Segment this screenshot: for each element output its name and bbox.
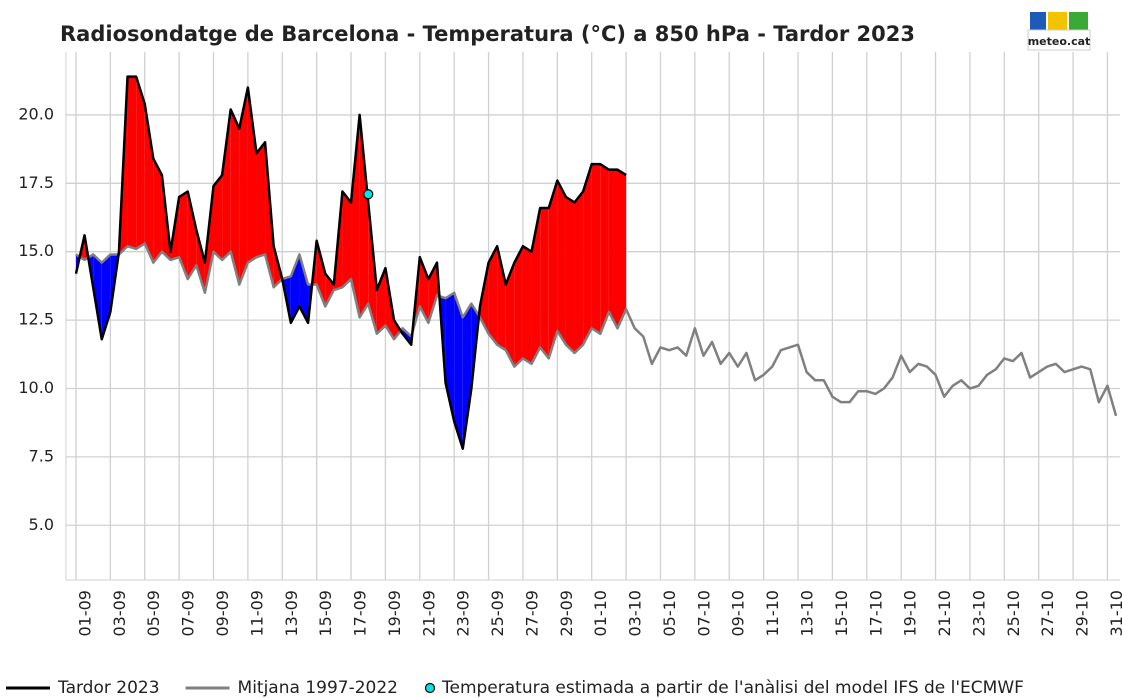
y-tick-label: 20.0 bbox=[18, 104, 54, 123]
fill-area bbox=[565, 196, 575, 353]
x-tick-label: 19-09 bbox=[385, 590, 404, 637]
fill-area bbox=[136, 76, 145, 249]
y-tick-label: 17.5 bbox=[18, 173, 54, 192]
x-tick-label: 13-10 bbox=[798, 590, 817, 637]
series-line bbox=[74, 75, 627, 450]
fill-area bbox=[351, 114, 360, 318]
x-tick-label: 29-09 bbox=[557, 590, 576, 637]
legend-label: Tardor 2023 bbox=[57, 678, 160, 698]
x-tick-label: 15-09 bbox=[316, 590, 335, 637]
x-tick-label: 01-10 bbox=[591, 590, 610, 637]
fill-area bbox=[127, 76, 137, 249]
x-tick-label: 23-09 bbox=[454, 590, 473, 637]
y-tick-label: 15.0 bbox=[18, 241, 54, 260]
fill-area bbox=[488, 246, 498, 345]
x-tick-label: 07-10 bbox=[694, 590, 713, 637]
fill-area bbox=[428, 262, 437, 323]
x-tick-label: 07-09 bbox=[179, 590, 198, 637]
fill-area bbox=[479, 262, 489, 334]
legend-label: Mitjana 1997-2022 bbox=[238, 678, 398, 698]
logo-block bbox=[1048, 12, 1067, 30]
y-tick-label: 12.5 bbox=[18, 310, 54, 329]
fill-area bbox=[557, 180, 566, 345]
fill-area bbox=[230, 109, 240, 285]
series-line bbox=[75, 242, 1118, 417]
x-tick-label: 05-09 bbox=[144, 590, 163, 637]
fill-area bbox=[93, 254, 102, 340]
x-tick-label: 11-09 bbox=[247, 590, 266, 637]
fill-area bbox=[153, 158, 162, 263]
x-tick-label: 17-10 bbox=[866, 590, 885, 637]
x-tick-label: 21-10 bbox=[935, 590, 954, 637]
legend-label: Temperatura estimada a partir de l'anàli… bbox=[441, 678, 1024, 698]
fill-area bbox=[222, 109, 231, 260]
fill-area bbox=[213, 175, 223, 260]
fill-area bbox=[505, 262, 515, 367]
legend-swatch bbox=[424, 682, 436, 694]
x-tick-label: 25-09 bbox=[488, 590, 507, 637]
fill-area bbox=[540, 207, 549, 359]
fill-area bbox=[196, 229, 205, 293]
fill-area bbox=[247, 87, 257, 263]
x-tick-label: 29-10 bbox=[1073, 590, 1092, 637]
x-tick-label: 23-10 bbox=[969, 590, 988, 637]
x-tick-label: 03-10 bbox=[626, 590, 645, 637]
x-tick-label: 01-09 bbox=[75, 590, 94, 637]
fill-area bbox=[617, 169, 627, 329]
fill-area bbox=[574, 191, 584, 353]
logo-block bbox=[1069, 12, 1088, 30]
fill-area bbox=[591, 164, 601, 334]
fill-area bbox=[299, 254, 309, 323]
fill-area bbox=[583, 164, 592, 345]
fill-area bbox=[608, 169, 618, 329]
x-tick-label: 27-10 bbox=[1038, 590, 1057, 637]
chart-title: Radiosondatge de Barcelona - Temperatura… bbox=[60, 22, 915, 46]
fill-area bbox=[497, 246, 506, 351]
fill-area bbox=[359, 114, 369, 318]
y-tick-label: 10.0 bbox=[18, 378, 54, 397]
fill-area bbox=[256, 142, 266, 258]
fill-area bbox=[376, 268, 386, 334]
fill-area bbox=[239, 87, 248, 285]
x-tick-label: 05-10 bbox=[660, 590, 679, 637]
fill-area bbox=[144, 103, 154, 263]
x-tick-label: 11-10 bbox=[763, 590, 782, 637]
fill-area bbox=[454, 292, 463, 449]
y-tick-label: 7.5 bbox=[29, 446, 54, 465]
logo-text: meteo.cat bbox=[1028, 35, 1091, 48]
x-tick-label: 19-10 bbox=[901, 590, 920, 637]
fill-area bbox=[316, 240, 326, 307]
fill-area bbox=[187, 191, 197, 280]
y-tick-label: 5.0 bbox=[29, 515, 54, 534]
x-tick-label: 03-09 bbox=[110, 590, 129, 637]
x-tick-label: 21-09 bbox=[419, 590, 438, 637]
logo-frame bbox=[1027, 29, 1091, 51]
x-tick-label: 15-10 bbox=[832, 590, 851, 637]
fill-area bbox=[179, 191, 188, 280]
logo: meteo.cat bbox=[1027, 12, 1091, 51]
fill-area bbox=[462, 303, 472, 449]
fill-area bbox=[522, 246, 532, 364]
fill-area bbox=[600, 164, 609, 334]
fill-area bbox=[514, 246, 523, 367]
x-tick-label: 25-10 bbox=[1004, 590, 1023, 637]
fill-area bbox=[342, 191, 352, 288]
x-tick-label: 17-09 bbox=[351, 590, 370, 637]
x-tick-label: 09-10 bbox=[729, 590, 748, 637]
fill-area bbox=[548, 180, 558, 359]
x-tick-label: 27-09 bbox=[522, 590, 541, 637]
logo-block bbox=[1030, 12, 1046, 30]
x-tick-label: 13-09 bbox=[282, 590, 301, 637]
x-tick-label: 09-09 bbox=[213, 590, 232, 637]
data-point bbox=[363, 189, 374, 200]
x-tick-label: 31-10 bbox=[1107, 590, 1122, 637]
